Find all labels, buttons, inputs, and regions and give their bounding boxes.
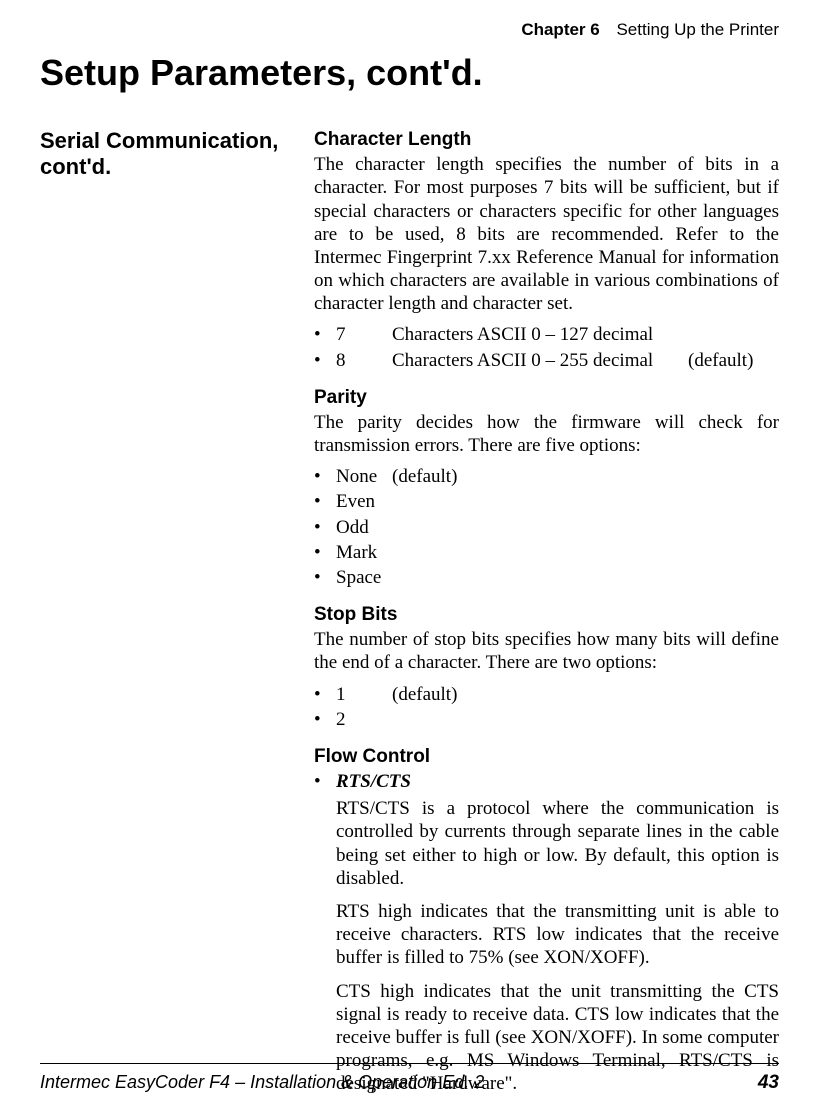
cell: Space [336,566,392,589]
list-character-length: 7Characters ASCII 0 – 127 decimal 8Chara… [314,323,779,371]
chapter-title: Setting Up the Printer [616,20,779,39]
list-item: Even [314,490,779,513]
list-item: Odd [314,516,779,539]
side-heading-line2: cont'd. [40,154,302,180]
cell: (default) [392,466,457,487]
cell: None [336,465,392,488]
section-head-stop-bits: Stop Bits [314,603,779,626]
cell: Odd [336,516,392,539]
cell: Even [336,490,392,513]
rtscts-label: RTS/CTS [336,770,411,793]
list-stop-bits: 1(default) 2 [314,683,779,731]
list-item: 8Characters ASCII 0 – 255 decimal(defaul… [314,349,779,372]
list-item: 2 [314,708,779,731]
cell: Mark [336,541,392,564]
side-heading: Serial Communication, cont'd. [40,128,314,180]
chapter-label: Chapter 6 [521,20,599,39]
section-head-character-length: Character Length [314,128,779,151]
cell: 7 [336,323,392,346]
list-item: 1(default) [314,683,779,706]
side-heading-line1: Serial Communication, [40,128,302,154]
para-stop-bits: The number of stop bits specifies how ma… [314,628,779,674]
footer: Intermec EasyCoder F4 – Installation & O… [40,1072,779,1094]
cell: 2 [336,708,392,731]
para-rtscts-2: RTS high indicates that the transmitting… [336,900,779,970]
list-item: Mark [314,541,779,564]
para-rtscts-1: RTS/CTS is a protocol where the communic… [336,797,779,890]
list-item: 7Characters ASCII 0 – 127 decimal [314,323,779,346]
cell: (default) [688,350,753,371]
list-parity: None(default) Even Odd Mark Space [314,465,779,589]
cell: 1 [336,683,392,706]
cell: 8 [336,349,392,372]
list-item: None(default) [314,465,779,488]
cell: (default) [392,684,457,705]
page-title: Setup Parameters, cont'd. [40,52,779,94]
section-head-parity: Parity [314,386,779,409]
footer-rule [40,1063,779,1064]
cell: Characters ASCII 0 – 127 decimal [392,323,688,346]
footer-title: Intermec EasyCoder F4 – Installation & O… [40,1072,484,1093]
list-item: RTS/CTS [314,770,779,793]
running-head: Chapter 6 Setting Up the Printer [40,20,779,40]
footer-page-number: 43 [758,1072,779,1094]
list-flow-control: RTS/CTS [314,770,779,793]
list-item: Space [314,566,779,589]
para-parity: The parity decides how the firmware will… [314,411,779,457]
body-column: Character Length The character length sp… [314,128,779,1105]
section-head-flow-control: Flow Control [314,745,779,768]
cell: Characters ASCII 0 – 255 decimal [392,349,688,372]
para-character-length: The character length specifies the numbe… [314,153,779,315]
